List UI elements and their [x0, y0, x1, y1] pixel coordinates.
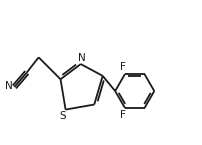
- Text: N: N: [5, 81, 13, 91]
- Text: S: S: [60, 111, 66, 121]
- Text: N: N: [78, 53, 86, 63]
- Text: F: F: [120, 110, 126, 120]
- Text: F: F: [120, 62, 126, 72]
